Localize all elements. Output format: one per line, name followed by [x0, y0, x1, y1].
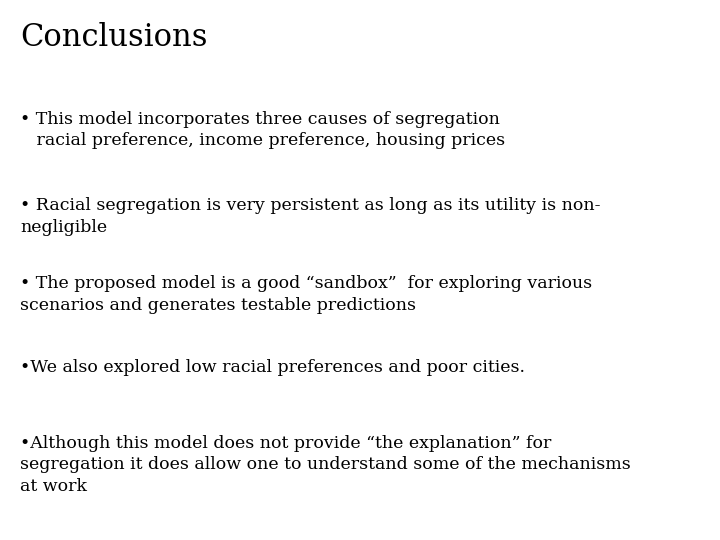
Text: • This model incorporates three causes of segregation
   racial preference, inco: • This model incorporates three causes o…	[20, 111, 505, 149]
Text: Conclusions: Conclusions	[20, 22, 207, 52]
Text: •Although this model does not provide “the explanation” for
segregation it does : •Although this model does not provide “t…	[20, 435, 631, 495]
Text: • Racial segregation is very persistent as long as its utility is non-
negligibl: • Racial segregation is very persistent …	[20, 197, 600, 235]
Text: •We also explored low racial preferences and poor cities.: •We also explored low racial preferences…	[20, 359, 525, 376]
Text: • The proposed model is a good “sandbox”  for exploring various
scenarios and ge: • The proposed model is a good “sandbox”…	[20, 275, 593, 314]
